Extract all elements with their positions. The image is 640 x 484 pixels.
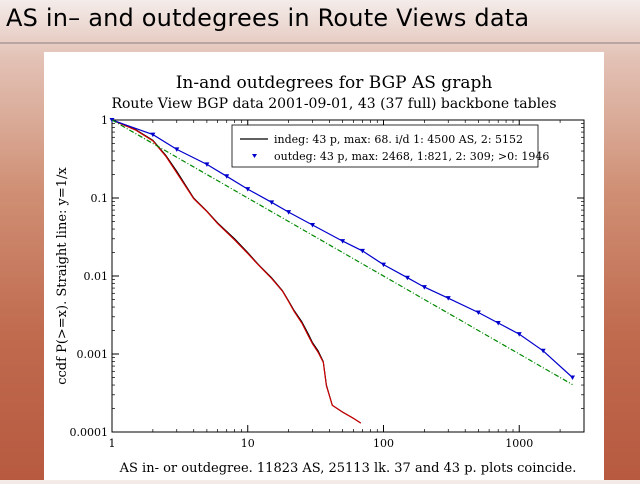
- legend: indeg: 43 p, max: 68. i/d 1: 4500 AS, 2:…: [231, 124, 549, 168]
- series-marker: [569, 375, 575, 380]
- series-marker: [310, 223, 316, 228]
- x-tick-label: 1000: [505, 437, 533, 450]
- y-axis-label: ccdf P(>=x). Straight line: y=1/x: [55, 167, 70, 385]
- slide-title: AS in– and outdegrees in Route Views dat…: [6, 4, 530, 32]
- series-marker: [340, 239, 346, 244]
- series-marker: [380, 262, 386, 268]
- series-line-3: [111, 119, 573, 386]
- series-marker: [540, 348, 546, 354]
- y-tick-label: 1: [101, 114, 108, 127]
- series-line-2: [111, 119, 573, 378]
- series-marker: [516, 332, 522, 337]
- legend-box: [231, 124, 539, 168]
- title-divider: [0, 42, 640, 44]
- series-layer: [109, 118, 575, 424]
- y-tick-label: 0.0001: [70, 426, 109, 439]
- y-axis: 0.0001 0.001 0.01 0.1 1: [70, 114, 584, 439]
- chart-panel: In-and outdegrees for BGP AS graph Route…: [44, 52, 604, 480]
- series-marker: [150, 132, 156, 138]
- series-marker: [269, 200, 275, 205]
- series-line-1: [111, 119, 362, 424]
- series-marker: [286, 210, 292, 215]
- series-marker: [475, 310, 481, 316]
- chart-title: In-and outdegrees for BGP AS graph: [176, 73, 493, 93]
- x-tick-label: 1: [109, 437, 116, 450]
- series-marker: [174, 147, 180, 152]
- x-axis-label: AS in- or outdegree. 11823 AS, 25113 lk.…: [119, 461, 577, 476]
- y-tick-label: 0.1: [91, 192, 109, 205]
- series-marker: [359, 248, 365, 254]
- series-marker: [404, 275, 410, 281]
- chart-subtitle: Route View BGP data 2001-09-01, 43 (37 f…: [111, 96, 556, 112]
- x-tick-label: 100: [373, 437, 394, 450]
- legend-marker: [252, 154, 257, 158]
- x-axis: 1 10 100 1000: [109, 120, 585, 450]
- legend-label: outdeg: 43 p, max: 2468, 1:821, 2: 309; …: [274, 150, 549, 163]
- y-tick-label: 0.001: [77, 348, 109, 361]
- series-marker: [224, 174, 230, 179]
- series-marker: [204, 162, 210, 167]
- series-marker: [445, 296, 451, 301]
- series-marker: [421, 285, 427, 290]
- chart: In-and outdegrees for BGP AS graph Route…: [55, 73, 585, 476]
- x-tick-label: 10: [241, 437, 255, 450]
- series-marker: [495, 320, 501, 326]
- legend-label: indeg: 43 p, max: 68. i/d 1: 4500 AS, 2:…: [274, 133, 523, 146]
- y-tick-label: 0.01: [84, 270, 109, 283]
- series-marker: [245, 187, 251, 192]
